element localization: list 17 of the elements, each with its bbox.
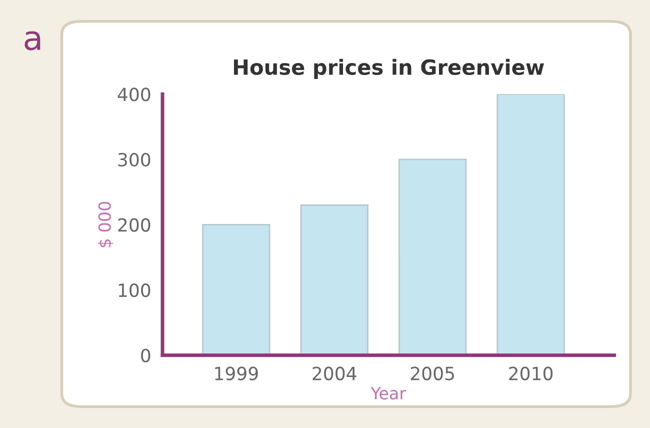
- text: a: [24, 31, 40, 50]
- x-tick-label: 2005: [410, 366, 454, 380]
- y-tick-label: 100: [118, 283, 150, 298]
- bar: [398, 158, 467, 356]
- bar: [202, 224, 270, 356]
- y-tick-label: 300: [118, 152, 150, 167]
- y-tick-label: 0: [141, 348, 150, 362]
- chart-title: House prices in Greenview: [234, 58, 544, 80]
- y-tick-label: 400: [118, 88, 150, 102]
- bar: [496, 94, 565, 356]
- x-tick-label: 1999: [215, 366, 258, 380]
- bar: [300, 204, 368, 356]
- x-tick-label: 2004: [312, 366, 356, 380]
- x-tick-label: 2010: [509, 366, 553, 380]
- y-tick-label: 200: [118, 218, 150, 232]
- x-axis-title: Year: [370, 387, 406, 400]
- y-axis-title: $ 000: [98, 202, 114, 248]
